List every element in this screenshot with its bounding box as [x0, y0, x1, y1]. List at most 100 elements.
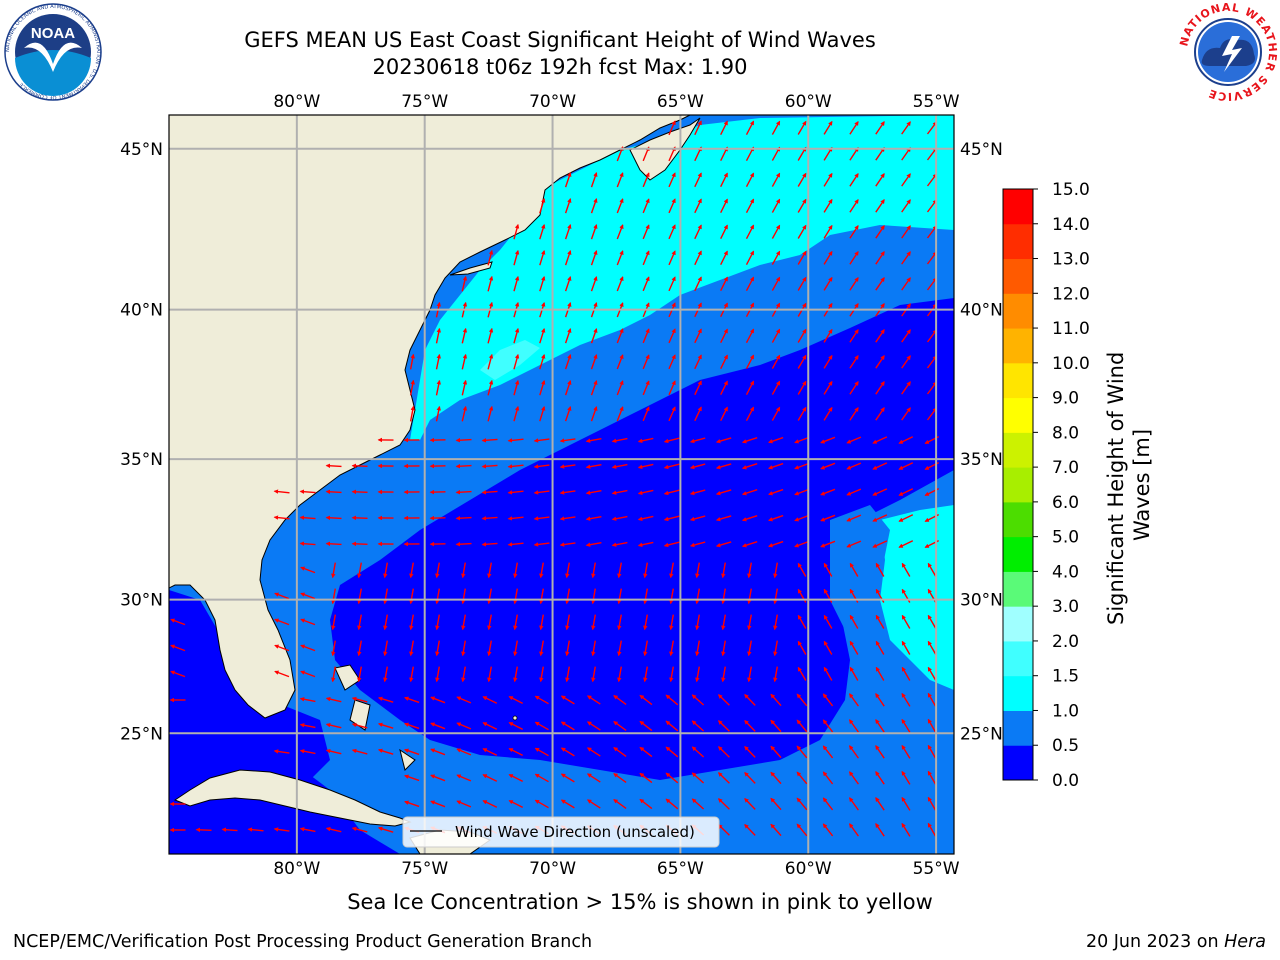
wind-wave-arrow: [747, 562, 752, 579]
wind-wave-arrow: [430, 696, 446, 704]
wind-wave-arrow: [299, 697, 316, 703]
wind-wave-arrow: [487, 588, 492, 605]
wind-wave-arrow: [507, 464, 524, 469]
wind-wave-arrow: [797, 380, 807, 395]
colorbar-tick-label: 9.0: [1052, 389, 1079, 409]
colorbar-label: Significant Height of Wind Waves [m]: [1104, 345, 1154, 625]
wind-wave-arrow: [744, 693, 756, 706]
wind-wave-arrow: [637, 515, 654, 522]
chart-title: GEFS MEAN US East Coast Significant Heig…: [244, 28, 876, 52]
colorbar-segment: [1003, 432, 1033, 468]
wind-wave-arrow: [689, 541, 706, 548]
wind-wave-arrow: [539, 588, 544, 605]
wind-wave-arrow: [901, 718, 911, 733]
wind-wave-arrow: [247, 827, 264, 832]
colorbar-segment: [1003, 606, 1033, 642]
wind-wave-arrow: [849, 745, 859, 759]
wind-wave-arrow: [508, 747, 524, 757]
colorbar-tick-label: 0.5: [1052, 736, 1079, 756]
wind-wave-arrow: [875, 407, 885, 421]
wind-wave-arrow: [617, 588, 622, 605]
land-bahamas: [334, 664, 416, 771]
wind-wave-arrow: [617, 640, 622, 657]
wind-wave-arrow: [559, 464, 576, 469]
wind-wave-arrow: [409, 379, 415, 396]
wind-wave-arrow: [639, 720, 653, 732]
wind-wave-arrow: [901, 121, 911, 135]
wind-wave-arrow: [435, 562, 440, 579]
wind-wave-arrow: [637, 463, 654, 470]
wind-wave-arrow: [875, 562, 885, 577]
wind-wave-arrow: [849, 406, 859, 421]
wind-wave-arrow: [745, 224, 755, 240]
colorbar-segment: [1003, 745, 1033, 781]
wind-wave-arrow: [404, 722, 420, 730]
wind-wave-arrow: [461, 588, 466, 605]
colorbar-tick-label: 4.0: [1052, 562, 1079, 582]
wind-wave-arrow: [643, 614, 648, 631]
wind-wave-arrow: [875, 121, 885, 135]
lon-tick-label: 80°W: [273, 859, 320, 879]
wind-wave-arrow: [689, 463, 706, 470]
wind-wave-arrow: [797, 224, 807, 239]
wind-wave-arrow: [770, 693, 782, 707]
wind-wave-arrow: [409, 405, 415, 422]
wind-wave-arrow: [797, 562, 807, 577]
wind-wave-arrow: [534, 799, 549, 809]
wind-wave-arrow: [613, 721, 627, 731]
wind-wave-arrow: [435, 588, 440, 605]
wind-wave-arrow: [273, 489, 290, 494]
wind-wave-arrow: [823, 354, 833, 369]
wind-wave-arrow: [771, 198, 781, 213]
wind-wave-arrow: [744, 745, 756, 758]
wind-wave-arrow: [533, 438, 550, 443]
wind-wave-arrow: [663, 515, 680, 522]
wind-wave-arrow: [331, 640, 336, 657]
wind-wave-arrow: [771, 172, 781, 187]
wind-wave-arrow: [357, 666, 362, 683]
wind-wave-arrow: [642, 224, 650, 240]
wind-wave-arrow: [300, 670, 316, 678]
wind-wave-arrow: [461, 405, 468, 422]
wind-wave-arrow: [872, 540, 888, 548]
wind-wave-arrow: [875, 251, 885, 265]
lat-tick-label: 30°N: [960, 591, 1003, 611]
wind-wave-arrow: [721, 588, 726, 605]
wind-wave-arrow: [849, 614, 859, 629]
wind-wave-arrow: [611, 437, 628, 443]
wind-wave-arrow: [875, 693, 885, 707]
wind-wave-arrow: [435, 379, 441, 396]
wind-wave-arrow: [741, 463, 758, 470]
wind-wave-arrow: [741, 541, 758, 548]
colorbar-tick-label: 6.0: [1052, 493, 1079, 513]
wind-wave-arrow: [901, 277, 911, 291]
wind-wave-arrow: [668, 380, 676, 396]
wind-wave-arrow: [717, 772, 730, 784]
wind-wave-arrow: [383, 562, 388, 579]
wind-wave-arrow: [720, 406, 728, 422]
wind-wave-arrow: [639, 772, 653, 784]
wind-wave-arrow: [849, 120, 859, 135]
wind-wave-arrow: [564, 224, 572, 240]
land-island: [512, 715, 518, 721]
wind-wave-arrow: [849, 380, 859, 395]
colorbar-tick-label: 11.0: [1052, 319, 1090, 339]
wind-wave-arrow: [768, 488, 784, 496]
colorbar-tick-label: 1.0: [1052, 701, 1079, 721]
wind-wave-arrow: [668, 276, 676, 292]
wind-wave-arrow: [849, 354, 859, 369]
wind-wave-arrow: [872, 436, 888, 444]
lon-tick-label: 80°W: [273, 92, 320, 112]
colorbar-segment: [1003, 536, 1033, 572]
wind-wave-arrow: [875, 147, 885, 161]
wind-wave-arrow: [849, 224, 859, 239]
wind-wave-arrow: [325, 748, 342, 755]
wind-wave-arrow: [875, 277, 885, 291]
wind-wave-arrow: [590, 276, 598, 292]
wind-wave-arrow: [481, 542, 498, 547]
colorbar-segment: [1003, 501, 1033, 538]
wind-wave-arrow: [508, 773, 524, 783]
wind-wave-arrow: [409, 562, 414, 579]
wind-wave-arrow: [539, 405, 546, 422]
wind-wave-arrow: [901, 329, 911, 343]
